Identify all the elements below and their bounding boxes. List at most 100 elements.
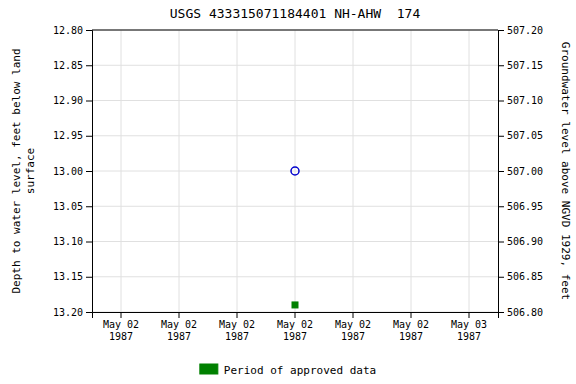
tick-mark <box>86 277 92 278</box>
grid-line <box>411 30 412 312</box>
tick-mark <box>179 312 180 318</box>
tick-mark <box>498 206 504 207</box>
x-tick: May 021987 <box>335 312 371 342</box>
grid-line <box>179 30 180 312</box>
legend: Period of approved data <box>200 364 376 377</box>
point <box>292 302 298 308</box>
title: USGS 433315071184401 NH-AHW 174 <box>170 6 421 21</box>
y-tick-label: 12.90 <box>53 95 83 106</box>
y-axis: 12.80 12.85 12.90 12.95 13.00 13.05 13.10 13.15… <box>53 25 93 318</box>
y-tick-label: 13.10 <box>53 236 83 247</box>
y-axis-title: Depth to water level, feet below landsur… <box>10 48 37 293</box>
x-tick: May 031987 <box>451 312 487 342</box>
y-tick-label: 12.95 <box>53 130 83 141</box>
y2-tick: 507.05 <box>498 130 543 141</box>
y2-tick-label: 507.05 <box>507 130 543 141</box>
tick-mark <box>86 242 92 243</box>
grid-line <box>121 30 122 312</box>
tick-mark <box>86 101 92 102</box>
y2-tick: 507.00 <box>498 166 543 177</box>
y-tick: 12.85 <box>53 60 92 71</box>
tick-mark <box>469 312 470 318</box>
tick-mark <box>411 312 412 318</box>
tick-mark <box>498 242 504 243</box>
tick-mark <box>498 277 504 278</box>
y2-tick-label: 506.85 <box>507 271 543 282</box>
y-tick: 12.95 <box>53 130 92 141</box>
y-tick-label: 13.15 <box>53 271 83 282</box>
x-tick-label: May 021987 <box>277 319 313 342</box>
tick-mark <box>498 136 504 137</box>
tick-mark <box>86 65 92 66</box>
x-tick-label: May 021987 <box>103 319 139 342</box>
frame <box>92 30 498 31</box>
axis-line <box>86 31 93 313</box>
y-tick-label: 13.00 <box>53 166 83 177</box>
marks <box>291 167 299 308</box>
series <box>291 167 299 175</box>
y2-axis-title: Groundwater level above NGVD 1929, feet <box>559 42 572 300</box>
y2-axis: 507.20 507.15 507.10 507.05 507.00 506.95 506.… <box>498 25 543 318</box>
y2-tick-label: 507.00 <box>507 166 543 177</box>
x-tick: May 021987 <box>103 312 139 342</box>
tick-mark <box>498 312 504 313</box>
y-tick-label: 12.80 <box>53 25 83 36</box>
y-tick: 13.00 <box>53 166 92 177</box>
y2-tick-label: 506.80 <box>507 307 543 318</box>
y2-tick-label: 506.90 <box>507 236 543 247</box>
y2-tick: 506.85 <box>498 271 543 282</box>
tick-mark <box>237 312 238 318</box>
x-tick: May 021987 <box>161 312 197 342</box>
tick-mark <box>86 30 92 31</box>
y-tick-label: 13.20 <box>53 307 83 318</box>
y-tick: 13.05 <box>53 201 92 212</box>
series <box>292 302 298 308</box>
y2-tick: 507.15 <box>498 60 543 71</box>
legend-swatch <box>200 364 218 374</box>
y2-tick-label: 507.20 <box>507 25 543 36</box>
grid-line <box>92 30 498 31</box>
y-tick: 12.90 <box>53 95 92 106</box>
y2-tick: 507.20 <box>498 25 543 36</box>
legend-label: Period of approved data <box>224 364 376 377</box>
axis-line <box>499 31 505 313</box>
y2-tick: 507.10 <box>498 95 543 106</box>
grid-line <box>469 30 470 312</box>
y2-tick: 506.90 <box>498 236 543 247</box>
plot: May 021987 May 021987 May 021987 May 021987… <box>53 25 543 342</box>
x-tick-label: May 021987 <box>393 319 429 342</box>
chart: May 021987 May 021987 May 021987 May 021987… <box>0 0 576 384</box>
y2-tick: 506.95 <box>498 201 543 212</box>
x-tick: May 021987 <box>219 312 255 342</box>
tick-mark <box>498 65 504 66</box>
tick-mark <box>498 30 504 31</box>
tick-mark <box>121 312 122 318</box>
x-tick-label: May 021987 <box>335 319 371 342</box>
axis-line <box>93 313 499 319</box>
y-tick-label: 12.85 <box>53 60 83 71</box>
legend-item: Period of approved data <box>200 364 376 377</box>
tick-mark <box>353 312 354 318</box>
tick-mark <box>86 171 92 172</box>
point <box>291 167 299 175</box>
grid-line <box>237 30 238 312</box>
y-tick: 12.80 <box>53 25 92 36</box>
y2-tick-label: 507.10 <box>507 95 543 106</box>
tick-mark <box>295 312 296 318</box>
y-tick: 13.20 <box>53 307 92 318</box>
tick-mark <box>498 101 504 102</box>
y2-tick: 506.80 <box>498 307 543 318</box>
tick-mark <box>498 171 504 172</box>
y2-tick-label: 506.95 <box>507 201 543 212</box>
tick-mark <box>86 206 92 207</box>
x-tick-label: May 031987 <box>451 319 487 342</box>
x-tick-label: May 021987 <box>161 319 197 342</box>
tick-mark <box>86 136 92 137</box>
x-tick: May 021987 <box>393 312 429 342</box>
x-tick-label: May 021987 <box>219 319 255 342</box>
grid-line <box>353 30 354 312</box>
y-tick: 13.10 <box>53 236 92 247</box>
y-tick-label: 13.05 <box>53 201 83 212</box>
x-axis: May 021987 May 021987 May 021987 May 021987… <box>93 312 499 342</box>
x-tick: May 021987 <box>277 312 313 342</box>
